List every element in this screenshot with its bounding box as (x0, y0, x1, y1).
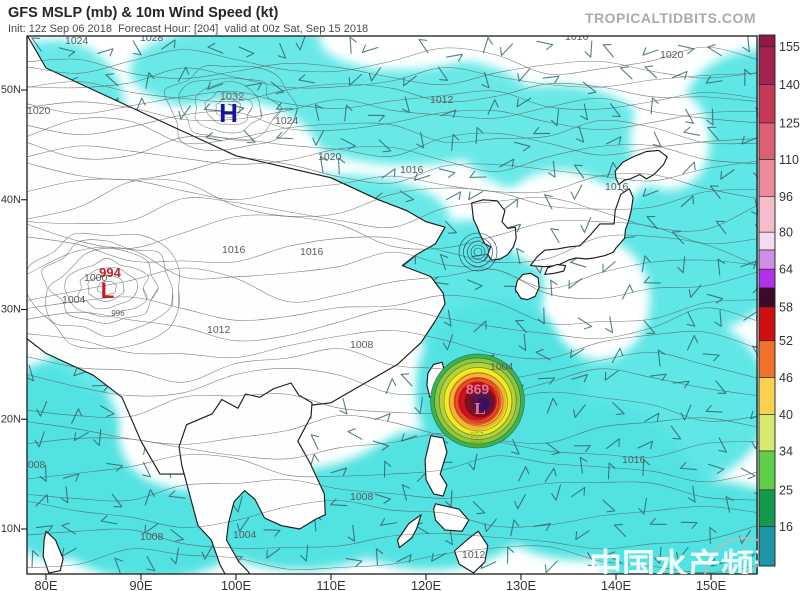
svg-text:50N: 50N (1, 84, 21, 96)
svg-text:1020: 1020 (660, 49, 684, 61)
svg-text:1004: 1004 (233, 529, 257, 541)
svg-text:1008: 1008 (140, 531, 164, 543)
svg-text:16: 16 (779, 520, 793, 534)
svg-text:1016: 1016 (300, 246, 324, 258)
svg-text:1020: 1020 (318, 151, 342, 163)
svg-text:155: 155 (779, 40, 800, 54)
svg-text:1032: 1032 (220, 91, 244, 103)
svg-text:1004: 1004 (490, 361, 514, 373)
svg-text:1016: 1016 (400, 164, 424, 176)
svg-text:20N: 20N (1, 413, 21, 425)
svg-text:110E: 110E (316, 578, 346, 591)
svg-text:996: 996 (111, 309, 125, 318)
svg-text:140: 140 (779, 78, 800, 92)
svg-text:52: 52 (779, 334, 793, 348)
svg-text:34: 34 (779, 445, 793, 459)
svg-text:140E: 140E (601, 578, 632, 591)
svg-text:46: 46 (779, 371, 793, 385)
svg-text:25: 25 (779, 484, 793, 498)
svg-text:1024: 1024 (275, 115, 299, 127)
svg-text:1000: 1000 (84, 272, 108, 284)
svg-text:30N: 30N (1, 304, 21, 316)
svg-text:L: L (474, 399, 485, 418)
svg-text:1024: 1024 (65, 35, 89, 47)
svg-text:64: 64 (779, 263, 793, 277)
svg-text:150E: 150E (696, 578, 727, 591)
svg-text:1008: 1008 (350, 491, 374, 503)
svg-text:1016: 1016 (222, 244, 246, 256)
svg-text:869: 869 (466, 381, 490, 397)
svg-text:1008: 1008 (350, 339, 374, 351)
svg-text:120E: 120E (411, 578, 442, 591)
svg-text:40N: 40N (1, 194, 21, 206)
svg-text:TROPICALTIDBITS.COM: TROPICALTIDBITS.COM (585, 10, 756, 26)
svg-text:58: 58 (779, 301, 793, 315)
svg-text:96: 96 (779, 190, 793, 204)
svg-text:130E: 130E (506, 578, 537, 591)
svg-text:125: 125 (779, 117, 800, 131)
svg-text:996: 996 (470, 439, 484, 449)
svg-text:100E: 100E (221, 578, 252, 591)
svg-text:90E: 90E (129, 578, 152, 591)
svg-text:10N: 10N (1, 523, 21, 535)
svg-text:1012: 1012 (462, 549, 486, 561)
svg-text:40: 40 (779, 408, 793, 422)
svg-text:1016: 1016 (622, 454, 646, 466)
svg-text:1020: 1020 (27, 105, 51, 117)
svg-text:1012: 1012 (207, 324, 231, 336)
svg-text:80: 80 (779, 226, 793, 240)
svg-text:1012: 1012 (430, 94, 454, 106)
svg-text:1004: 1004 (62, 294, 86, 306)
svg-text:1016: 1016 (605, 181, 629, 193)
svg-text:80E: 80E (34, 578, 57, 591)
svg-text:110: 110 (779, 153, 799, 167)
